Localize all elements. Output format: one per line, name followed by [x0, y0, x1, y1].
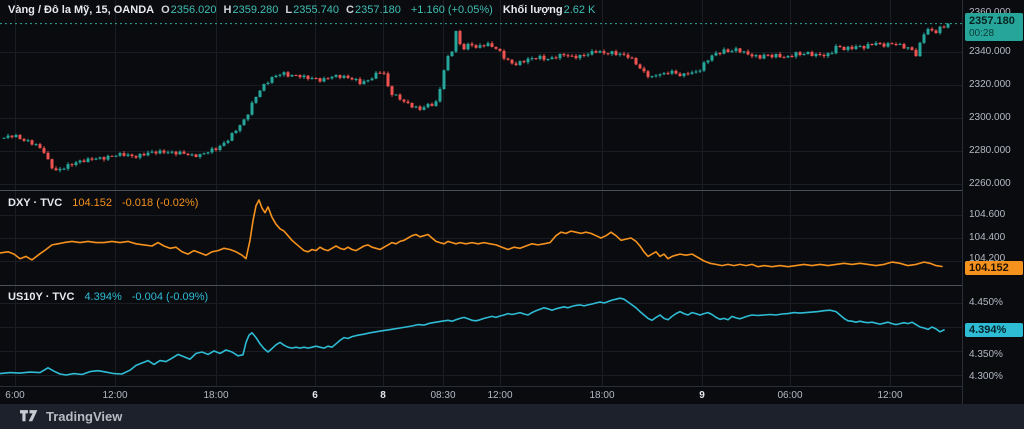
- price-chart[interactable]: [0, 0, 962, 386]
- time-axis[interactable]: 6:00 12:00 18:00 6 8 08:30 12:00 18:00 9 06:00 12:…: [0, 387, 962, 404]
- time-tick-label: 6: [312, 390, 318, 401]
- time-tick-label: 6:00: [5, 390, 25, 401]
- time-tick-label: 12:00: [487, 390, 513, 401]
- current-value-badge-us10y: 4.394%: [965, 323, 1023, 337]
- symbol-legend-us10y[interactable]: US10Y · TVC 4.394% -0.004 (-0.09%): [8, 291, 208, 304]
- us10y-line-series: [0, 297, 945, 376]
- price-tick-label: 2340.000: [969, 46, 1011, 57]
- bottom-toolbar: TradingView: [0, 404, 1024, 429]
- symbol-title: Vàng / Đô la Mỹ, 15, OANDA: [8, 4, 155, 16]
- price-tick-label: 2260.000: [969, 178, 1011, 189]
- price-tick-label: 104.400: [969, 232, 1006, 243]
- time-tick-label: 12:00: [877, 390, 903, 401]
- tradingview-logo-icon[interactable]: [20, 410, 39, 423]
- us10y-change: -0.004 (-0.09%): [131, 291, 209, 303]
- volume-label: Khối lượng: [502, 4, 563, 16]
- dxy-line-series: [0, 199, 943, 268]
- price-tick-label: 4.300%: [969, 371, 1003, 382]
- pane-separator[interactable]: [0, 190, 1024, 191]
- time-tick-label: 06:00: [777, 390, 803, 401]
- price-tick-label: 2360.000: [969, 7, 1011, 19]
- close-value: 2357.180: [354, 4, 401, 16]
- low-label: L: [285, 4, 293, 16]
- price-tick-label: 2300.000: [969, 112, 1011, 123]
- symbol-legend-gold[interactable]: Vàng / Đô la Mỹ, 15, OANDA O2356.020 H2359…: [8, 4, 595, 17]
- time-tick-label: 8: [380, 390, 386, 401]
- price-axis[interactable]: 4.300% 4.350% 4.450% 104.200 104.400 104.600 2…: [962, 0, 1024, 404]
- gridlines: [0, 0, 962, 386]
- candlestick-series: [2, 22, 950, 173]
- change-value: +1.160 (+0.05%): [410, 4, 493, 16]
- time-tick-label: 12:00: [102, 390, 128, 401]
- chart-area[interactable]: [0, 0, 962, 386]
- high-value: 2359.280: [232, 4, 279, 16]
- time-tick-label: 18:00: [203, 390, 229, 401]
- time-tick-label: 08:30: [430, 390, 456, 401]
- badge-countdown: 00:28: [969, 28, 995, 39]
- time-tick-label: 18:00: [589, 390, 615, 401]
- low-value: 2355.740: [293, 4, 340, 16]
- symbol-title: US10Y · TVC: [8, 291, 75, 303]
- price-tick-label: 2320.000: [969, 79, 1011, 90]
- price-tick-label: 104.200: [969, 253, 1006, 264]
- symbol-legend-dxy[interactable]: DXY · TVC 104.152 -0.018 (-0.02%): [8, 197, 198, 210]
- close-label: C: [346, 4, 354, 16]
- pane-separator[interactable]: [0, 285, 1024, 286]
- badge-price: 2357.180: [969, 15, 1015, 27]
- open-label: O: [161, 4, 170, 16]
- time-tick-label: 9: [699, 390, 705, 401]
- current-value-badge-dxy: 104.152: [965, 261, 1023, 275]
- open-value: 2356.020: [170, 4, 217, 16]
- price-tick-label: 2280.000: [969, 145, 1011, 156]
- symbol-title: DXY · TVC: [8, 197, 63, 209]
- volume-value: 2.62 K: [563, 4, 596, 16]
- tradingview-brand[interactable]: TradingView: [46, 409, 123, 424]
- time-axis-border: [0, 386, 1024, 387]
- high-label: H: [223, 4, 232, 16]
- price-tick-label: 4.350%: [969, 349, 1003, 360]
- dxy-change: -0.018 (-0.02%): [121, 197, 199, 209]
- price-tick-label: 104.600: [969, 209, 1006, 220]
- us10y-value: 4.394%: [84, 291, 122, 303]
- current-price-badge-gold: 2357.180 00:28: [965, 13, 1023, 41]
- dxy-value: 104.152: [72, 197, 112, 209]
- price-tick-label: 4.450%: [969, 297, 1003, 308]
